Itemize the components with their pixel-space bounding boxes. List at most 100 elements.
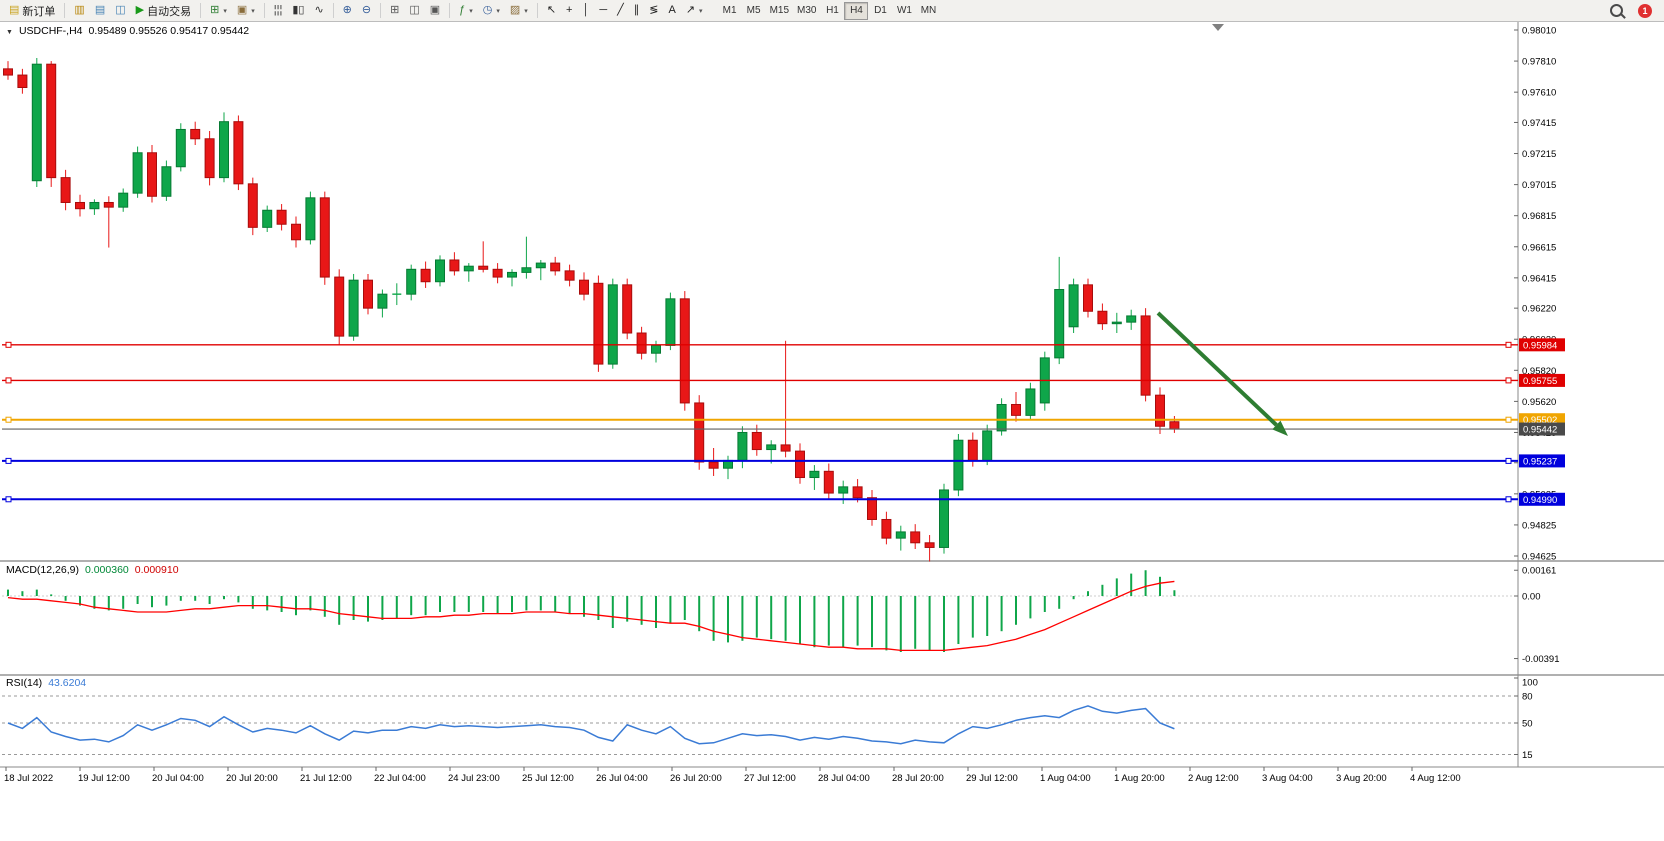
tile-windows-icon[interactable]: ⊞ [385,1,404,21]
price-tag [1519,373,1565,387]
candle-body [939,489,949,548]
arrows-icon[interactable]: ↗ ▾ [681,1,708,21]
price-tag-text: 0.95984 [1523,340,1557,351]
new-chart-icon: ⊞ [210,4,220,16]
candle-body [1126,315,1137,323]
candle-body [651,344,661,354]
timeframe-toolbar: M1 M5 M15 M30 H1 H4 D1 W1 MN [718,1,941,20]
new-order-button[interactable]: ▤ 新订单 [4,1,60,21]
timeframe-mn[interactable]: MN [916,2,940,20]
timeframe-m30[interactable]: M30 [793,2,820,20]
notification-badge[interactable]: 1 [1638,3,1652,18]
market-watch-icon[interactable]: ▥ [69,1,89,21]
channel-icon[interactable]: ∥ [629,1,645,21]
trendline-icon[interactable]: ╱ [612,1,629,21]
line-chart-icon[interactable]: ∿ [309,1,328,21]
hline-handle[interactable] [1505,416,1512,423]
indicators-icon[interactable]: ƒ ▾ [454,1,478,21]
symbol-title: USDCHF-,H4 [18,25,83,37]
candle-body [305,197,316,241]
fibonacci-icon[interactable]: ≶ [644,1,663,21]
time-axis-label: 21 Jul 12:00 [300,773,352,784]
candle-body [953,439,964,491]
hline-handle[interactable] [1505,457,1512,464]
line-chart-icon: ∿ [314,4,324,16]
candle-body [535,262,546,269]
periods-icon[interactable]: ◷ ▾ [478,1,505,21]
candle-body [319,197,330,278]
dropdown-caret-icon: ▾ [251,7,255,15]
candle-body [247,183,258,228]
timeframe-w1[interactable]: W1 [892,2,916,20]
hline-handle[interactable] [1505,341,1512,348]
zoom-out-icon[interactable]: ⊖ [357,1,376,21]
timeframe-m15[interactable]: M15 [766,2,793,20]
time-axis-label: 26 Jul 20:00 [670,773,722,784]
candle-body [967,439,978,461]
rsi-axis-label: 100 [1522,678,1538,689]
cursor-icon[interactable]: ↖ [542,1,561,21]
time-axis-scale[interactable] [0,767,1664,791]
candle-body [276,209,287,225]
timeframe-h1[interactable]: H1 [820,2,844,20]
hline-handle[interactable] [1505,377,1512,384]
chart-shift-marker[interactable] [1212,24,1224,31]
data-window-icon[interactable]: ▤ [90,1,110,21]
price-tag-text: 0.95755 [1523,376,1557,387]
rsi-axis-label: 50 [1522,719,1533,730]
price-axis-scale[interactable] [1518,22,1664,767]
hline-handle[interactable] [5,416,12,423]
macd-signal-line [7,580,1175,652]
hline-handle[interactable] [5,496,12,503]
candle-body [521,267,532,273]
cascade-windows-icon[interactable]: ◫ [404,1,424,21]
toolbar-separator [536,3,538,18]
new-order-button-label: 新订单 [22,5,56,18]
timeframe-m1[interactable]: M1 [718,2,742,20]
candle-body [766,444,777,451]
timeframe-d1[interactable]: D1 [868,2,892,20]
trend-arrow[interactable] [1156,311,1278,427]
trend-arrow-head [1272,420,1288,436]
candle-body [233,121,244,185]
price-tag [1519,338,1565,352]
hline-handle[interactable] [5,377,12,384]
rsi-axis-label: 15 [1522,750,1533,761]
timeframe-m5[interactable]: M5 [742,2,766,20]
hline-handle[interactable] [5,457,12,464]
text-icon[interactable]: A [663,1,680,21]
time-axis-label: 18 Jul 2022 [4,773,53,784]
bar-chart-icon[interactable]: ¦¦¦ [269,1,288,21]
price-tag [1519,454,1565,468]
toolbar-separator [64,3,66,18]
zoom-in-icon[interactable]: ⊕ [338,1,357,21]
autotrading-button[interactable]: ▶ 自动交易 [131,1,196,21]
time-axis-label: 25 Jul 12:00 [522,773,574,784]
candle-body [665,298,676,346]
time-axis-label: 28 Jul 20:00 [892,773,944,784]
vertical-line-icon[interactable]: │ [577,1,594,21]
price-axis-label: 0.97415 [1522,118,1556,129]
new-chart-icon[interactable]: ⊞ ▾ [205,1,232,21]
hline-handle[interactable] [5,341,12,348]
search-button[interactable] [1605,1,1628,21]
crosshair-icon[interactable]: + [561,1,577,21]
hline-handle[interactable] [1505,496,1512,503]
candlestick-chart-icon[interactable]: ▮▯ [287,1,309,21]
time-axis-label: 1 Aug 04:00 [1040,773,1091,784]
arrange-windows-icon[interactable]: ▣ [425,1,445,21]
one-click-trading-toggle[interactable]: ▼ [6,29,13,36]
templates-icon[interactable]: ▨ ▾ [505,1,533,21]
navigator-icon[interactable]: ◫ [110,1,130,21]
timeframe-h4[interactable]: H4 [844,1,869,20]
horizontal-line-icon[interactable]: ─ [594,1,612,21]
profiles-icon[interactable]: ▣ ▾ [232,1,260,21]
candle-body [982,430,993,461]
candle-body [780,444,791,452]
toolbar-button-groups: ▤ 新订单 ▥ ▤ ◫ ▶ 自动交易 ⊞ ▾ ▣ ▾ ¦¦¦ ▮▯ ∿ ⊕ ⊖ ⊞ ◫ ▣ ƒ ▾ ◷ ▾ ▨ ▾ ↖ + │ ─ ╱ ∥ ≶… [4,1,708,21]
macd-signal-value: 0.000910 [134,564,179,576]
rsi-value: 43.6204 [48,677,87,689]
toolbar-separator [449,3,451,18]
price-axis-label: 0.96415 [1522,273,1556,284]
